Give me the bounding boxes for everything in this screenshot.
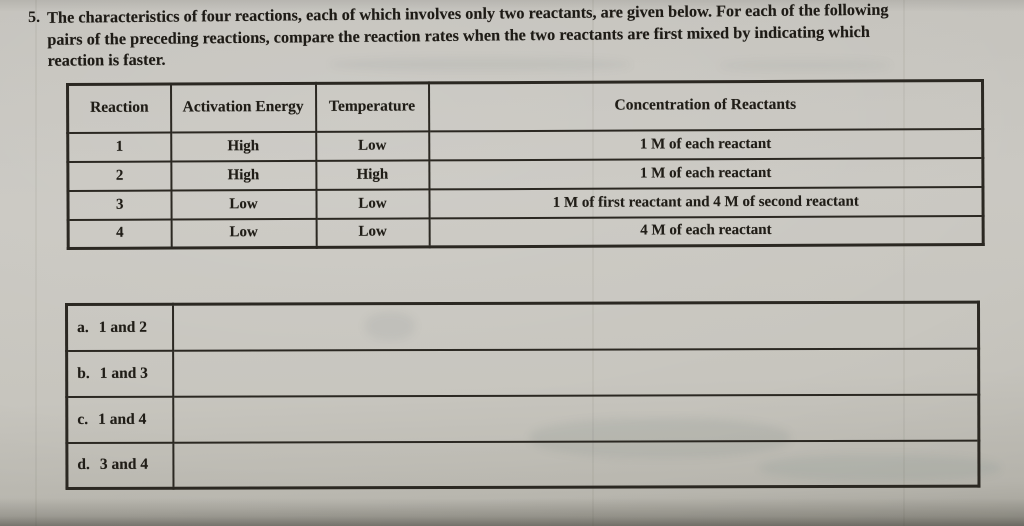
cell-reaction-3-number: 3 [67, 190, 172, 220]
answer-pair: 1 and 3 [99, 364, 148, 382]
photo-vignette-bottom [0, 498, 1024, 526]
cell-reaction-3-activation: Low [170, 189, 317, 220]
answer-table: a. 1 and 2 b. 1 and 3 c. 1 and 4 d. 3 and 4 [65, 300, 981, 490]
cell-reaction-4-concentration: 4 M of each reactant [429, 215, 984, 247]
col-header-reaction: Reaction [67, 84, 171, 133]
cell-reaction-4-activation: Low [171, 218, 317, 249]
cell-reaction-4-temperature: Low [316, 217, 430, 248]
cell-reaction-3-concentration: 1 M of first reactant and 4 M of second … [428, 186, 984, 218]
reaction-row-1: 1 High Low 1 M of each reactant [67, 128, 983, 162]
question-text: The characteristics of four reactions, e… [47, 0, 1004, 71]
cell-reaction-1-activation: High [170, 131, 316, 162]
answer-label-a: a. 1 and 2 [66, 304, 173, 351]
reaction-row-2: 2 High High 1 M of each reactant [67, 157, 983, 191]
col-header-temperature: Temperature [315, 82, 429, 132]
answer-blank-b [172, 348, 979, 397]
col-header-concentration: Concentration of Reactants [428, 80, 983, 131]
cell-reaction-3-temperature: Low [315, 188, 430, 219]
answer-blank-a [172, 302, 979, 351]
reactions-table: Reaction Activation Energy Temperature C… [66, 78, 985, 250]
answer-label-d: d. 3 and 4 [66, 442, 173, 489]
cell-reaction-2-concentration: 1 M of each reactant [428, 157, 983, 189]
answer-letter: b. [77, 364, 90, 382]
answer-letter: c. [77, 410, 89, 428]
reactions-header-row: Reaction Activation Energy Temperature C… [67, 80, 983, 133]
cell-reaction-1-number: 1 [67, 132, 171, 162]
question-block: 5. The characteristics of four reactions… [28, 0, 1004, 71]
answer-pair: 1 and 2 [98, 318, 147, 336]
col-header-activation-energy: Activation Energy [170, 83, 316, 133]
cell-reaction-2-number: 2 [67, 161, 171, 191]
cell-reaction-2-activation: High [170, 160, 316, 191]
answer-blank-c [172, 394, 979, 443]
reaction-row-4: 4 Low Low 4 M of each reactant [68, 215, 984, 249]
question-number: 5. [28, 8, 41, 26]
answer-label-b: b. 1 and 3 [66, 350, 173, 397]
answer-letter: d. [77, 456, 90, 474]
answer-row-b: b. 1 and 3 [66, 348, 979, 397]
cell-reaction-2-temperature: High [315, 159, 429, 190]
answer-row-c: c. 1 and 4 [66, 394, 979, 443]
cell-reaction-4-number: 4 [68, 219, 172, 249]
cell-reaction-1-temperature: Low [315, 130, 429, 161]
answer-blank-d [172, 440, 979, 489]
answer-row-a: a. 1 and 2 [66, 302, 979, 351]
paper-crease [35, 0, 37, 526]
answer-letter: a. [77, 318, 89, 336]
answer-row-d: d. 3 and 4 [66, 440, 979, 489]
answer-pair: 1 and 4 [98, 410, 147, 428]
answer-pair: 3 and 4 [99, 456, 149, 474]
answer-label-c: c. 1 and 4 [66, 396, 173, 443]
cell-reaction-1-concentration: 1 M of each reactant [428, 128, 983, 160]
reaction-row-3: 3 Low Low 1 M of first reactant and 4 M … [67, 186, 984, 220]
